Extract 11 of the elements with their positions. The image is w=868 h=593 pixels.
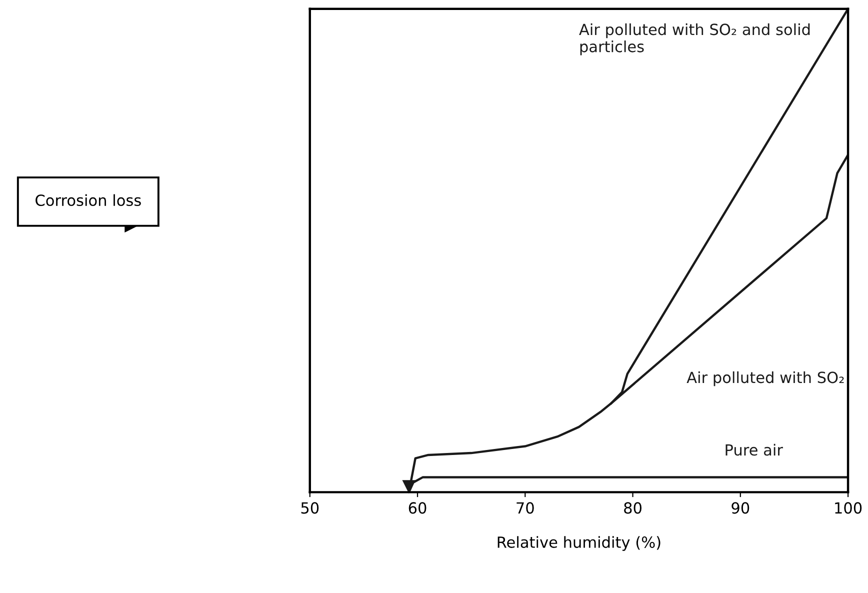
series-label: Air polluted with SO₂: [686, 371, 844, 386]
x-tick-label: 100: [835, 502, 862, 514]
x-tick-label: 90: [732, 502, 750, 514]
x-tick-label: 60: [408, 502, 426, 514]
series-label: Air polluted with SO₂ and solid particles: [579, 23, 810, 56]
text: Corrosion loss: [36, 194, 141, 206]
x-tick-label: 50: [301, 502, 319, 514]
x-axis-title: Relative humidity (%): [498, 536, 660, 551]
series-label: Pure air: [726, 444, 783, 456]
x-tick-label: 70: [516, 502, 534, 514]
x-tick-label: 80: [624, 502, 642, 514]
